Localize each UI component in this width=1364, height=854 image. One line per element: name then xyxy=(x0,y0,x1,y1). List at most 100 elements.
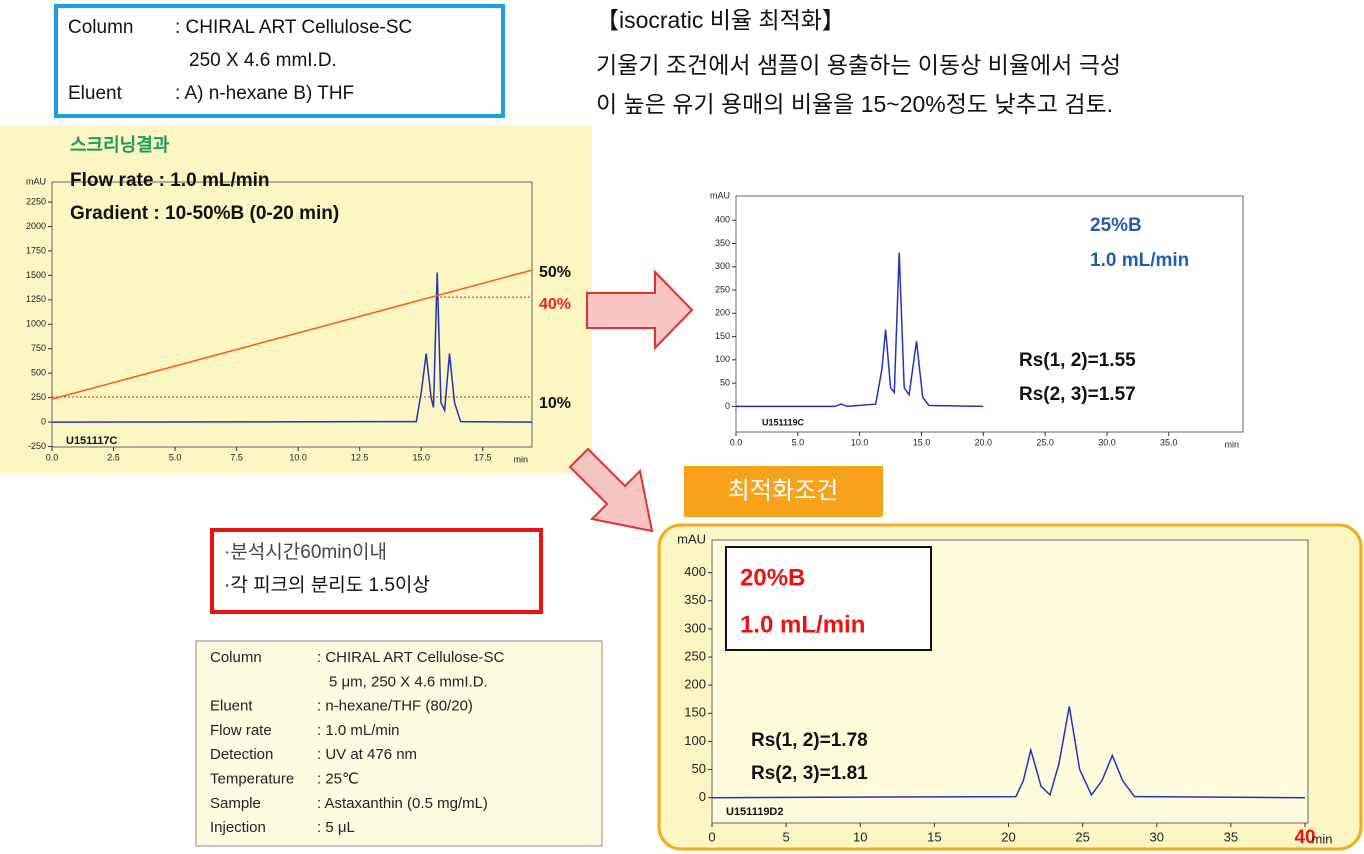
x-tick-label: 5.0 xyxy=(169,452,182,462)
row-value: 5 μm, 250 X 4.6 mmI.D. xyxy=(329,673,488,690)
row-label: Flow rate xyxy=(210,722,272,739)
annotation: Flow rate : 1.0 mL/min xyxy=(70,170,270,191)
y-tick-label: 300 xyxy=(715,261,730,271)
annotation: U151119C xyxy=(762,417,805,427)
x-tick-label: 30 xyxy=(1150,829,1164,844)
screening-panel xyxy=(0,125,592,473)
heading-line: 이 높은 유기 용매의 비율을 15~20%정도 낮추고 검토. xyxy=(596,91,1113,117)
row-value: : 1.0 mL/min xyxy=(317,722,400,739)
x-tick-label: 20 xyxy=(1001,829,1015,844)
x-tick-label: 0.0 xyxy=(46,452,59,462)
y-tick-label: 750 xyxy=(31,343,46,353)
x-tick-label: 5.0 xyxy=(792,437,805,447)
y-tick-label: 350 xyxy=(684,592,706,607)
annotation: Gradient : 10-50%B (0-20 min) xyxy=(70,203,339,224)
column-label: Column xyxy=(68,17,133,38)
optimal-title: 최적화조건 xyxy=(728,477,838,504)
x-tick-label: 35.0 xyxy=(1160,437,1178,447)
row-label: Temperature xyxy=(210,770,294,787)
annotation: 스크리닝결과 xyxy=(70,135,170,155)
trace xyxy=(736,252,984,408)
annotation: 10% xyxy=(539,395,571,412)
row-value: : CHIRAL ART Cellulose-SC xyxy=(317,649,504,666)
column-box xyxy=(54,4,505,118)
x-tick-label: 15 xyxy=(927,829,941,844)
x-tick-label: 0.0 xyxy=(730,437,743,447)
y-tick-label: 200 xyxy=(715,308,730,318)
annotation: Rs(2, 3)=1.57 xyxy=(1019,384,1136,405)
y-tick-label: 2000 xyxy=(26,221,46,231)
heading-line: 【isocratic 비율 최적화】 xyxy=(596,7,845,33)
annotation: 40% xyxy=(539,296,571,313)
row-value: : UV at 476 nm xyxy=(317,746,417,763)
row-value: : Astaxanthin (0.5 mg/mL) xyxy=(317,795,488,812)
annotation: Rs(1, 2)=1.78 xyxy=(751,730,868,751)
y-tick-label: -250 xyxy=(28,441,46,451)
trace xyxy=(51,272,533,423)
y-tick-label: 0 xyxy=(725,401,730,411)
y-tick-label: 150 xyxy=(684,705,706,720)
optimal-title-box xyxy=(684,466,883,517)
x-tick-label: 40 xyxy=(1294,827,1315,848)
annotation: Rs(2, 3)=1.81 xyxy=(751,763,868,784)
y-tick-label: 250 xyxy=(715,284,730,294)
y-tick-label: 1500 xyxy=(26,270,46,280)
row-label: Detection xyxy=(210,746,273,763)
x-tick-label: 15.0 xyxy=(913,437,931,447)
x-tick-label: 10 xyxy=(853,829,867,844)
trace xyxy=(711,706,1306,799)
column-value: : A) n-hexane B) THF xyxy=(175,83,354,104)
row-label: Column xyxy=(210,649,262,666)
plot-frame xyxy=(735,195,1244,433)
annotation: 20%B xyxy=(740,564,805,591)
y-tick-label: 400 xyxy=(684,564,706,579)
y-tick-label: 150 xyxy=(715,331,730,341)
y-tick-label: 1750 xyxy=(26,245,46,255)
y-axis-label: mAU xyxy=(677,531,706,546)
y-tick-label: 200 xyxy=(684,677,706,692)
y-tick-label: 500 xyxy=(31,368,46,378)
x-tick-label: 2.5 xyxy=(107,452,120,462)
heading-line: 기울기 조건에서 샘플이 용출하는 이동상 비율에서 극성 xyxy=(596,52,1121,78)
annotation: U151117C xyxy=(66,435,117,447)
x-tick-label: 20.0 xyxy=(975,437,993,447)
annotation: 50% xyxy=(539,264,571,281)
arrow xyxy=(568,447,654,533)
y-tick-label: 100 xyxy=(684,733,706,748)
y-tick-label: 50 xyxy=(692,761,706,776)
requirements-box xyxy=(210,528,543,614)
y-tick-label: 300 xyxy=(684,620,706,635)
y-tick-label: 50 xyxy=(720,377,730,387)
x-tick-label: 35 xyxy=(1224,829,1238,844)
requirement: ·각 피크의 분리도 1.5이상 xyxy=(224,574,430,596)
column-value: 250 X 4.6 mmI.D. xyxy=(189,50,337,71)
plot-frame xyxy=(711,539,1309,824)
x-axis-label: min xyxy=(1312,831,1333,846)
x-axis-label: min xyxy=(513,454,528,464)
x-tick-label: 25.0 xyxy=(1036,437,1054,447)
row-label: Sample xyxy=(210,795,261,812)
condition-box xyxy=(725,546,932,651)
x-tick-label: 15.0 xyxy=(412,452,430,462)
y-tick-label: 100 xyxy=(715,354,730,364)
x-tick-label: 17.5 xyxy=(474,452,492,462)
row-label: Injection xyxy=(210,819,266,836)
y-tick-label: 0 xyxy=(699,789,706,804)
row-label: Eluent xyxy=(210,698,253,715)
x-tick-label: 0 xyxy=(708,829,715,844)
arrow xyxy=(586,269,694,351)
x-tick-label: 25 xyxy=(1075,829,1089,844)
column-label: Eluent xyxy=(68,83,123,104)
trace xyxy=(51,269,533,400)
annotation: 25%B xyxy=(1090,215,1142,236)
x-tick-label: 5 xyxy=(783,829,790,844)
row-value: : 5 μL xyxy=(317,819,355,836)
y-tick-label: 250 xyxy=(31,392,46,402)
y-axis-label: mAU xyxy=(710,190,730,200)
y-tick-label: 250 xyxy=(684,648,706,663)
x-tick-label: 10.0 xyxy=(289,452,307,462)
conditions-table xyxy=(195,640,603,847)
y-tick-label: 400 xyxy=(715,215,730,225)
